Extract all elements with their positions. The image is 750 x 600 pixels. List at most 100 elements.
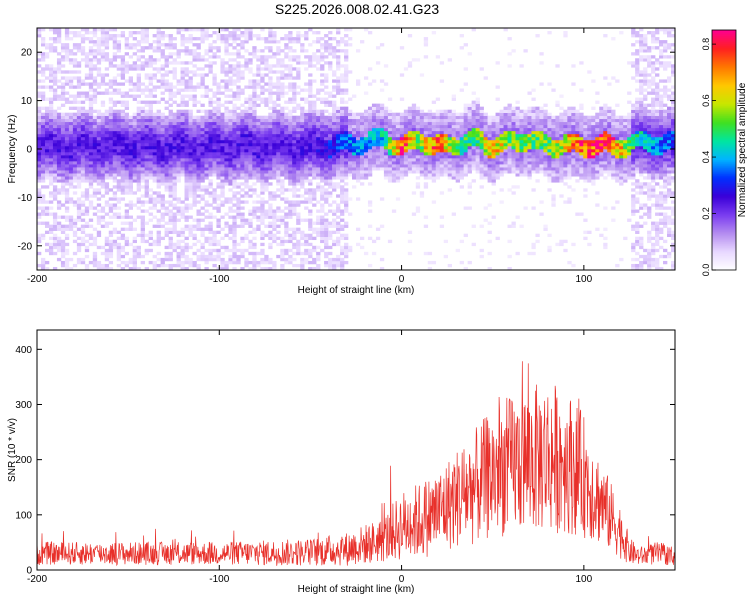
spectrogram-cell: [332, 239, 337, 244]
spectrogram-cell: [367, 170, 373, 174]
spectrogram-cell: [272, 103, 277, 107]
spectrogram-cell: [136, 76, 141, 80]
spectrogram-cell: [200, 242, 205, 247]
spectrogram-cell: [407, 136, 413, 141]
spectrogram-cell: [108, 176, 114, 180]
spectrogram-cell: [459, 149, 464, 153]
spectrogram-cell: [136, 245, 141, 250]
spectrogram-cell: [212, 194, 217, 198]
spectrogram-cell: [284, 100, 289, 104]
spectrogram-cell: [248, 34, 253, 38]
spectrogram-cell: [168, 170, 173, 174]
spectrogram-cell: [136, 127, 141, 132]
spectrogram-cell: [148, 260, 153, 265]
spectrogram-cell: [272, 37, 277, 41]
spectrogram-cell: [455, 248, 460, 253]
spectrogram-cell: [232, 191, 237, 195]
spectrogram-cell: [92, 149, 98, 153]
spectrogram-cell: [371, 149, 377, 153]
spectrogram-cell: [252, 142, 257, 147]
spectrogram-cell: [88, 85, 94, 89]
spectrogram-cell: [164, 179, 169, 183]
spectrogram-cell: [156, 127, 161, 132]
spectrogram-cell: [240, 142, 245, 147]
spectrogram-cell: [403, 164, 409, 168]
spectrogram-cell: [272, 236, 277, 241]
spectrogram-cell: [284, 130, 289, 135]
spectrogram-cell: [132, 145, 137, 150]
spectrogram-cell: [419, 161, 425, 165]
spectrogram-cell: [304, 100, 309, 104]
spectrogram-cell: [96, 124, 102, 129]
spectrogram-cell: [76, 206, 82, 210]
spectrogram-cell: [216, 197, 221, 201]
spectrogram-cell: [168, 91, 173, 95]
spectrogram-cell: [248, 82, 253, 86]
spectrogram-cell: [84, 245, 90, 250]
spectrogram-cell: [172, 248, 177, 253]
spectrogram-cell: [340, 248, 345, 253]
spectrogram-cell: [268, 115, 273, 120]
spectrogram-cell: [156, 70, 161, 74]
spectrogram-cell: [288, 209, 293, 213]
spectrogram-cell: [316, 185, 321, 189]
spectrogram-cell: [204, 260, 209, 265]
spectrogram-cell: [200, 40, 205, 44]
spectrogram-cell: [76, 260, 82, 265]
spectrogram-cell: [128, 155, 133, 159]
spectrogram-cell: [344, 242, 349, 247]
spectrogram-cell: [80, 28, 86, 32]
spectrogram-cell: [68, 76, 74, 80]
spectrogram-cell: [152, 164, 157, 168]
spectrogram-cell: [244, 176, 249, 180]
spectrogram-cell: [216, 49, 221, 53]
spectrogram-cell: [64, 158, 70, 162]
spectrogram-cell: [208, 227, 213, 231]
spectrogram-cell: [292, 155, 297, 159]
spectrogram-cell: [176, 209, 181, 213]
spectrogram-cell: [184, 82, 189, 86]
spectrogram-cell: [172, 197, 177, 201]
spectrogram-cell: [148, 176, 153, 180]
spectrogram-cell: [116, 136, 122, 141]
spectrogram-cell: [208, 164, 213, 168]
spectrogram-cell: [336, 121, 341, 126]
spectrogram-cell: [148, 115, 153, 120]
spectrogram-cell: [304, 170, 309, 174]
spectrogram-cell: [284, 76, 289, 80]
spectrogram-cell: [232, 142, 237, 147]
spectrogram-cell: [248, 161, 253, 165]
spectrogram-cell: [152, 94, 157, 98]
spectrogram-cell: [288, 236, 293, 241]
spectrogram-cell: [76, 121, 82, 126]
spectrogram-cell: [168, 242, 173, 247]
spectrogram-cell: [383, 158, 389, 162]
spectrogram-cell: [332, 109, 337, 113]
spectrogram-cell: [212, 167, 217, 171]
spectrogram-cell: [459, 185, 464, 189]
spectrogram-cell: [124, 188, 130, 192]
spectrogram-cell: [224, 61, 229, 65]
spectrogram-cell: [232, 118, 237, 123]
spectrogram-cell: [252, 100, 257, 104]
spectrogram-cell: [220, 263, 225, 268]
spectrogram-cell: [84, 130, 90, 135]
spectrogram-cell: [236, 61, 241, 65]
spectrogram-cell: [156, 173, 161, 177]
spectrogram-cell: [336, 31, 341, 35]
spectrogram-cell: [128, 152, 133, 156]
spectrogram-cell: [220, 64, 225, 68]
spectrogram-cell: [88, 218, 94, 222]
spectrogram-cell: [176, 109, 181, 113]
spectrogram-cell: [296, 164, 301, 168]
spectrogram-cell: [136, 139, 141, 144]
spectrogram-cell: [180, 245, 185, 250]
spectrogram-cell: [220, 194, 225, 198]
spectrogram-cell: [48, 142, 54, 147]
spectrogram-cell: [296, 70, 301, 74]
spectrogram-cell: [455, 173, 460, 177]
spectrogram-cell: [56, 206, 62, 210]
spectrogram-cell: [415, 130, 421, 135]
spectrogram-cell: [128, 79, 133, 83]
spectrogram-cell: [284, 197, 289, 201]
